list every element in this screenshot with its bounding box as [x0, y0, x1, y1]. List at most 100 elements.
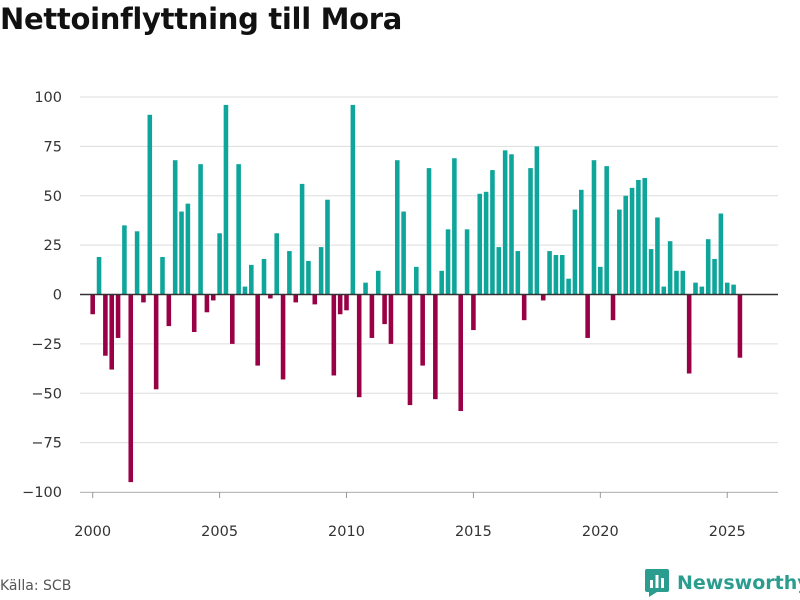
bar	[261, 258, 267, 295]
bar	[414, 266, 419, 295]
bar	[452, 158, 457, 295]
bar	[306, 260, 311, 295]
bar	[217, 233, 222, 295]
bar	[236, 164, 241, 295]
bar	[172, 160, 178, 295]
bar	[471, 294, 476, 331]
bar	[724, 282, 730, 295]
bar	[280, 294, 286, 380]
bar	[705, 239, 711, 295]
bar	[642, 177, 648, 295]
bar	[331, 294, 337, 376]
bar	[693, 282, 698, 295]
bar	[230, 294, 235, 344]
bar	[629, 187, 635, 295]
x-axis: 2000 2005 2010 2015 2020 2025	[74, 492, 778, 540]
bar-series	[90, 104, 743, 483]
bar	[559, 255, 565, 295]
bar	[299, 183, 305, 295]
bar	[433, 294, 438, 400]
bar	[661, 286, 667, 295]
bar	[369, 294, 375, 338]
y-tick-label: −25	[31, 337, 62, 353]
bar	[350, 104, 356, 295]
bar	[394, 160, 400, 295]
x-tick-label: 2010	[328, 524, 365, 540]
bar	[445, 229, 451, 295]
bar	[515, 251, 521, 295]
bar	[686, 294, 692, 374]
bar	[579, 189, 584, 295]
chart-title: Nettoinflyttning till Mora	[0, 2, 403, 36]
bar	[667, 241, 673, 295]
bar	[160, 256, 165, 295]
bar	[439, 270, 444, 295]
bar	[407, 294, 413, 406]
bar	[90, 294, 95, 315]
bar	[249, 264, 254, 295]
bar	[426, 168, 432, 295]
y-tick-label: 75	[44, 139, 62, 155]
x-tick-label: 2005	[201, 524, 238, 540]
bar	[623, 195, 628, 295]
bar	[540, 294, 546, 301]
y-tick-label: 100	[34, 90, 62, 106]
bar	[356, 294, 362, 398]
bar	[382, 294, 387, 325]
brand-logo: Newsworthy	[645, 569, 800, 597]
bar	[636, 179, 641, 295]
bar	[490, 170, 495, 295]
bar	[464, 229, 470, 295]
bar	[610, 294, 616, 321]
bar	[572, 209, 578, 295]
bar	[198, 164, 203, 295]
bar	[553, 255, 559, 295]
x-tick-label: 2000	[74, 524, 111, 540]
bar	[242, 286, 248, 295]
bar	[401, 211, 406, 295]
y-tick-label: −75	[31, 436, 62, 452]
bar	[521, 294, 527, 321]
bar	[547, 251, 552, 295]
bar	[388, 294, 394, 344]
bar	[591, 160, 597, 295]
bar	[274, 233, 279, 295]
bar	[509, 154, 514, 295]
bar	[375, 270, 381, 295]
bar	[737, 294, 743, 358]
bar	[293, 294, 299, 303]
bar	[712, 258, 717, 295]
y-tick-label: −50	[31, 386, 62, 402]
bar	[617, 209, 622, 295]
bar	[128, 294, 134, 483]
bar	[185, 203, 191, 295]
bar	[458, 294, 464, 412]
bar	[718, 213, 724, 295]
bar	[674, 270, 679, 295]
bar	[731, 284, 736, 295]
bar	[325, 199, 330, 295]
source-label: Källa: SCB	[0, 578, 72, 594]
x-tick-label: 2015	[455, 524, 492, 540]
bar	[210, 294, 216, 301]
bar	[477, 193, 483, 295]
bar	[699, 286, 705, 295]
bar	[109, 294, 115, 370]
bar	[204, 294, 210, 313]
y-axis-tick-labels: 100 75 50 25 0 −25 −50 −75 −100	[22, 90, 62, 501]
bar	[96, 256, 102, 295]
bar	[122, 225, 127, 295]
bar	[604, 166, 609, 295]
bar	[337, 294, 343, 315]
y-tick-label: 25	[44, 238, 62, 254]
bar	[287, 251, 292, 295]
bar	[255, 294, 260, 366]
bar	[268, 294, 273, 299]
bar	[344, 294, 349, 311]
bar	[598, 266, 603, 295]
bar	[655, 217, 660, 295]
bar	[648, 249, 654, 295]
bar	[528, 168, 533, 295]
bar	[191, 294, 197, 333]
